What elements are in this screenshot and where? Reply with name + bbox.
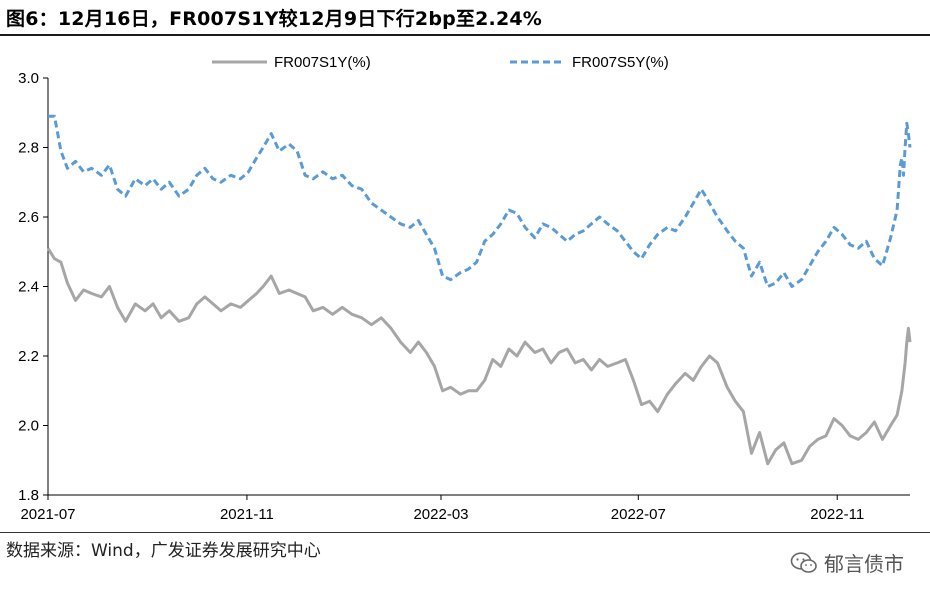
y-tick-label: 1.8 [18, 487, 39, 504]
x-tick-label: 2021-11 [220, 506, 274, 523]
line-chart: 1.8 2.0 2.2 2.4 2.6 2.8 3.0 2021-07 2021-11 2022-… [18, 54, 912, 523]
watermark: 郁言债市 [790, 548, 904, 577]
series-line-2 [48, 114, 912, 288]
x-tick-label: 2021-07 [20, 506, 75, 523]
source-note: 数据来源：Wind，广发证券发展研究中心 [6, 541, 321, 561]
series-line-1 [46, 247, 912, 466]
x-tick-label: 2022-03 [413, 506, 468, 523]
x-tick-label: 2022-11 [810, 506, 864, 523]
y-tick-label: 2.8 [18, 140, 39, 157]
legend-label-1: FR007S1Y(%) [274, 54, 371, 71]
y-tick-label: 2.6 [18, 209, 39, 226]
watermark-label: 郁言债市 [824, 552, 904, 576]
chart-series [46, 114, 912, 466]
title-divider [0, 34, 930, 36]
legend-label-2: FR007S5Y(%) [572, 54, 669, 71]
y-tick-label: 3.0 [18, 70, 39, 87]
chart-legend: FR007S1Y(%) FR007S5Y(%) [212, 54, 669, 71]
y-tick-label: 2.0 [18, 418, 39, 435]
chart-axes: 1.8 2.0 2.2 2.4 2.6 2.8 3.0 2021-07 2021-11 2022-… [18, 70, 910, 523]
source-divider [0, 532, 930, 533]
y-tick-label: 2.4 [18, 279, 39, 296]
wechat-icon [790, 551, 817, 573]
chart-title: 图6：12月16日，FR007S1Y较12月9日下行2bp至2.24% [6, 8, 543, 30]
x-tick-label: 2022-07 [611, 506, 666, 523]
y-tick-label: 2.2 [18, 348, 39, 365]
